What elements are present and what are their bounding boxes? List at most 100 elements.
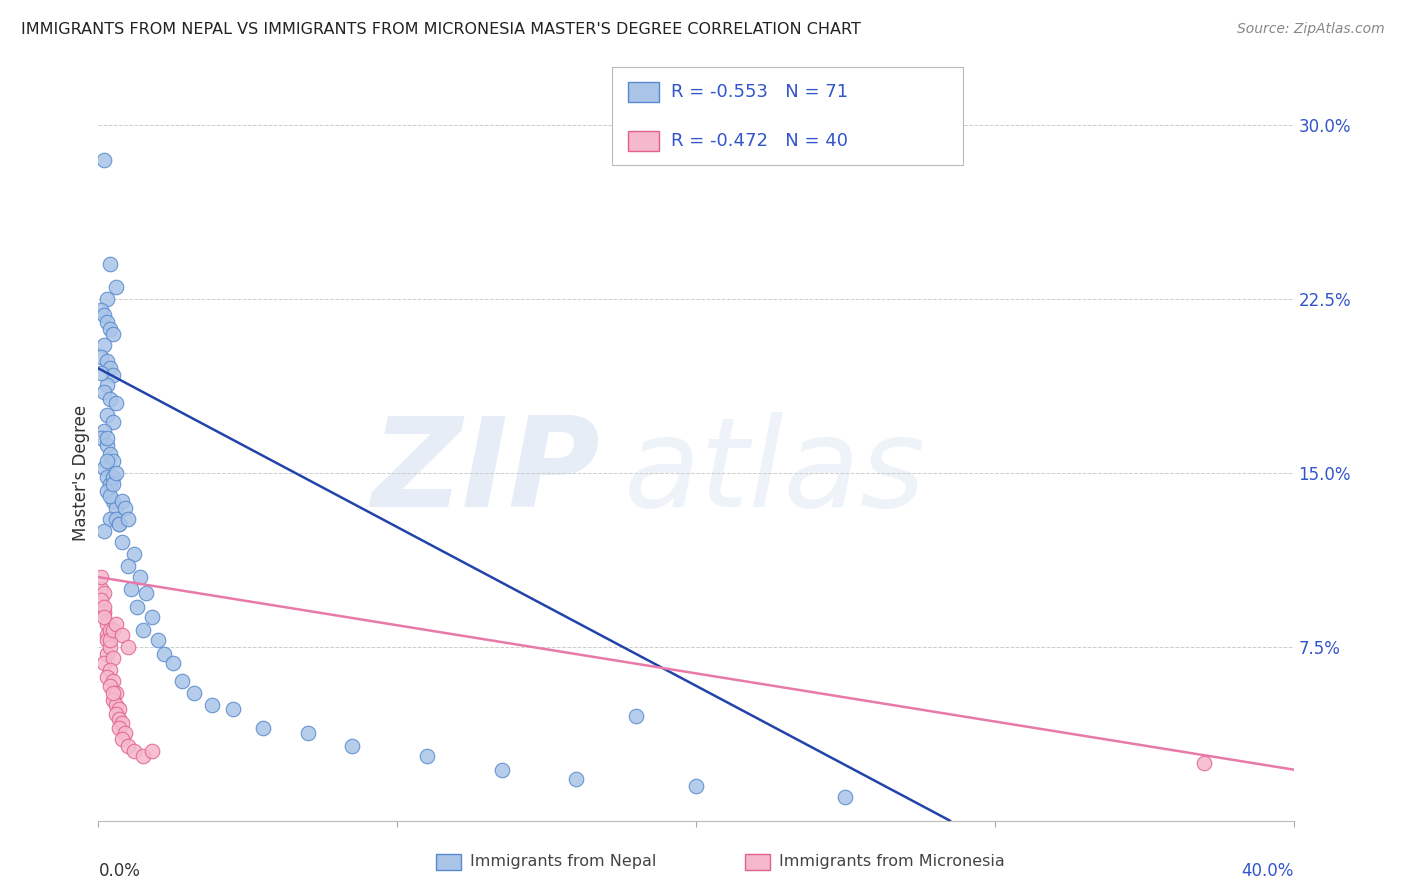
- Point: [135, 586, 157, 600]
- Text: 40.0%: 40.0%: [1241, 863, 1294, 880]
- Point: [108, 712, 131, 726]
- Point: [624, 709, 647, 723]
- Point: [98, 632, 122, 647]
- Point: [117, 512, 139, 526]
- Point: [96, 354, 118, 368]
- Point: [111, 535, 134, 549]
- Point: [93, 461, 115, 475]
- Point: [834, 790, 856, 805]
- Point: [96, 377, 118, 392]
- Point: [96, 632, 118, 647]
- Point: [105, 706, 128, 721]
- Point: [96, 438, 118, 452]
- Point: [98, 679, 122, 693]
- Point: [93, 338, 115, 352]
- Point: [103, 415, 125, 429]
- Point: [93, 600, 115, 615]
- Point: [98, 663, 122, 677]
- Point: [90, 303, 112, 318]
- Point: [93, 656, 115, 670]
- Point: [117, 558, 139, 573]
- Point: [1192, 756, 1215, 770]
- Point: [153, 647, 176, 661]
- Point: [117, 739, 139, 754]
- Point: [103, 493, 125, 508]
- Point: [96, 431, 118, 445]
- Point: [96, 484, 118, 499]
- Point: [96, 670, 118, 684]
- Point: [108, 516, 131, 531]
- Point: [685, 779, 707, 793]
- Point: [105, 686, 128, 700]
- Point: [103, 470, 125, 484]
- Point: [98, 512, 122, 526]
- Point: [96, 315, 118, 329]
- Text: IMMIGRANTS FROM NEPAL VS IMMIGRANTS FROM MICRONESIA MASTER'S DEGREE CORRELATION : IMMIGRANTS FROM NEPAL VS IMMIGRANTS FROM…: [21, 22, 860, 37]
- Point: [105, 466, 128, 480]
- Point: [98, 477, 122, 491]
- Point: [90, 593, 112, 607]
- Point: [162, 656, 184, 670]
- Point: [93, 586, 115, 600]
- Point: [416, 748, 439, 763]
- Point: [342, 739, 364, 754]
- Point: [111, 628, 134, 642]
- Point: [103, 686, 125, 700]
- Point: [93, 524, 115, 538]
- Point: [141, 609, 163, 624]
- Point: [114, 500, 136, 515]
- Point: [103, 454, 125, 468]
- Point: [90, 582, 112, 596]
- Point: [98, 640, 122, 654]
- Point: [90, 350, 112, 364]
- Point: [93, 609, 115, 624]
- Point: [108, 721, 131, 735]
- Point: [98, 489, 122, 503]
- Point: [98, 447, 122, 461]
- Text: 0.0%: 0.0%: [98, 863, 141, 880]
- Point: [98, 361, 122, 376]
- Point: [117, 640, 139, 654]
- Point: [491, 763, 513, 777]
- Point: [132, 748, 155, 763]
- Point: [172, 674, 194, 689]
- Point: [96, 628, 118, 642]
- Point: [183, 686, 205, 700]
- Text: atlas: atlas: [624, 412, 927, 533]
- Point: [103, 674, 125, 689]
- Point: [105, 500, 128, 515]
- Point: [148, 632, 170, 647]
- Point: [96, 454, 118, 468]
- Point: [124, 744, 146, 758]
- Text: R = -0.472   N = 40: R = -0.472 N = 40: [671, 132, 848, 150]
- Point: [105, 280, 128, 294]
- Point: [103, 651, 125, 665]
- Point: [124, 547, 146, 561]
- Point: [297, 725, 319, 739]
- Point: [93, 384, 115, 399]
- Point: [127, 600, 149, 615]
- Point: [141, 744, 163, 758]
- Point: [222, 702, 245, 716]
- Point: [105, 396, 128, 410]
- Point: [105, 616, 128, 631]
- Point: [114, 725, 136, 739]
- Point: [201, 698, 224, 712]
- Point: [103, 368, 125, 383]
- Point: [98, 392, 122, 406]
- Point: [120, 582, 142, 596]
- Point: [98, 624, 122, 638]
- Point: [108, 702, 131, 716]
- Point: [103, 477, 125, 491]
- Point: [96, 647, 118, 661]
- Text: Immigrants from Micronesia: Immigrants from Micronesia: [779, 855, 1005, 869]
- Point: [98, 322, 122, 336]
- Text: Source: ZipAtlas.com: Source: ZipAtlas.com: [1237, 22, 1385, 37]
- Point: [111, 716, 134, 731]
- Y-axis label: Master's Degree: Master's Degree: [72, 405, 90, 541]
- Point: [103, 624, 125, 638]
- Point: [98, 257, 122, 271]
- Point: [90, 431, 112, 445]
- Point: [132, 624, 155, 638]
- Point: [565, 772, 588, 786]
